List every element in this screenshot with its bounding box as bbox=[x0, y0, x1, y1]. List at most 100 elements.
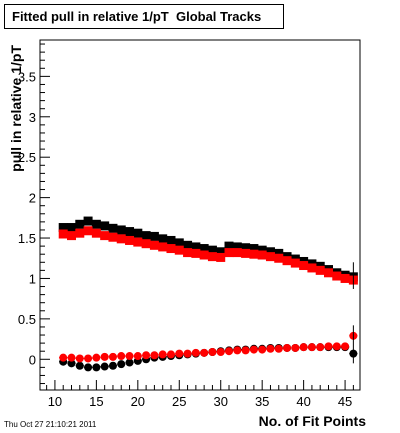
series-1 bbox=[58, 226, 358, 285]
x-tick-label: 35 bbox=[255, 394, 269, 409]
data-point bbox=[59, 353, 68, 362]
data-point bbox=[316, 343, 325, 352]
data-point bbox=[67, 231, 77, 241]
data-marks bbox=[58, 216, 358, 372]
y-tick-label: 0 bbox=[29, 352, 36, 367]
data-point bbox=[133, 352, 142, 361]
timestamp: Thu Oct 27 21:10:21 2011 bbox=[4, 420, 97, 429]
data-point bbox=[249, 249, 259, 259]
x-tick-label: 25 bbox=[172, 394, 186, 409]
data-point bbox=[142, 351, 151, 360]
data-point bbox=[232, 242, 242, 252]
data-point bbox=[149, 231, 159, 241]
data-point bbox=[200, 348, 209, 357]
data-point bbox=[340, 273, 350, 283]
data-point bbox=[241, 248, 251, 258]
data-point bbox=[265, 247, 275, 257]
data-point bbox=[216, 252, 226, 262]
y-tick-label: 3 bbox=[29, 110, 36, 125]
data-point bbox=[84, 354, 93, 363]
data-point bbox=[265, 252, 275, 262]
x-tick-label: 30 bbox=[213, 394, 227, 409]
data-point bbox=[75, 361, 84, 370]
data-point bbox=[266, 344, 275, 353]
data-point bbox=[323, 268, 333, 278]
plot-frame bbox=[39, 39, 361, 391]
data-point bbox=[141, 239, 151, 249]
data-point bbox=[216, 348, 225, 357]
data-point bbox=[191, 242, 201, 252]
data-point bbox=[208, 348, 217, 357]
data-point bbox=[100, 231, 110, 241]
data-point bbox=[150, 351, 159, 360]
data-point bbox=[175, 349, 184, 358]
x-tick-label: 20 bbox=[131, 394, 145, 409]
data-point bbox=[299, 343, 308, 352]
data-point bbox=[216, 247, 226, 257]
y-tick-label: 1 bbox=[29, 271, 36, 286]
data-point bbox=[166, 244, 176, 254]
data-point bbox=[191, 348, 200, 357]
data-point bbox=[183, 240, 193, 250]
y-tick-label: 2 bbox=[29, 191, 36, 206]
data-point bbox=[199, 244, 209, 254]
data-point bbox=[100, 352, 109, 361]
data-point bbox=[274, 253, 284, 263]
data-point bbox=[158, 350, 167, 359]
data-point bbox=[83, 226, 93, 236]
data-point bbox=[67, 359, 76, 368]
y-axis-label: pull in relative 1/pT bbox=[8, 45, 24, 172]
data-point bbox=[125, 235, 135, 245]
data-point bbox=[174, 245, 184, 255]
data-point bbox=[83, 216, 93, 226]
chart-title: Fitted pull in relative 1/pT Global Trac… bbox=[4, 4, 284, 29]
data-point bbox=[249, 345, 258, 354]
data-point bbox=[58, 223, 68, 233]
data-point bbox=[166, 235, 176, 245]
data-point bbox=[283, 343, 292, 352]
data-point bbox=[233, 346, 242, 355]
data-point bbox=[307, 263, 317, 273]
data-point bbox=[141, 231, 151, 241]
data-point bbox=[92, 353, 101, 362]
data-point bbox=[75, 228, 85, 238]
x-tick-label: 45 bbox=[338, 394, 352, 409]
data-point bbox=[133, 228, 143, 238]
y-tick-label: 0.5 bbox=[18, 312, 36, 327]
data-point bbox=[224, 241, 234, 251]
data-point bbox=[108, 223, 118, 233]
data-point bbox=[257, 250, 267, 260]
data-point bbox=[116, 234, 126, 244]
data-point bbox=[225, 347, 234, 356]
y-tick-label: 2.5 bbox=[18, 150, 36, 165]
data-point bbox=[149, 240, 159, 250]
x-tick-label: 15 bbox=[89, 394, 103, 409]
series-3 bbox=[59, 331, 358, 363]
data-point bbox=[207, 245, 217, 255]
data-point bbox=[92, 363, 101, 372]
data-point bbox=[158, 234, 168, 244]
axis-ticks: 10 15 20 25 30 35 40 45 0 0.5 1 1.5 2 2.5 3 3.5 bbox=[18, 43, 354, 409]
data-point bbox=[75, 219, 85, 229]
data-point bbox=[241, 346, 250, 355]
data-point bbox=[324, 342, 333, 351]
y-tick-label: 3.5 bbox=[18, 69, 36, 84]
data-point bbox=[166, 350, 175, 359]
data-point bbox=[332, 271, 342, 281]
data-point bbox=[183, 349, 192, 358]
data-point bbox=[125, 352, 134, 361]
data-point bbox=[84, 363, 93, 372]
data-point bbox=[75, 354, 84, 363]
data-point bbox=[315, 265, 325, 275]
y-tick-label: 1.5 bbox=[18, 231, 36, 246]
data-point bbox=[274, 248, 284, 258]
data-point bbox=[183, 248, 193, 258]
data-point bbox=[100, 362, 109, 371]
data-point bbox=[249, 244, 259, 254]
data-point bbox=[199, 250, 209, 260]
data-point bbox=[241, 243, 251, 253]
data-point bbox=[191, 248, 201, 258]
data-point bbox=[307, 343, 316, 352]
data-point bbox=[158, 242, 168, 252]
